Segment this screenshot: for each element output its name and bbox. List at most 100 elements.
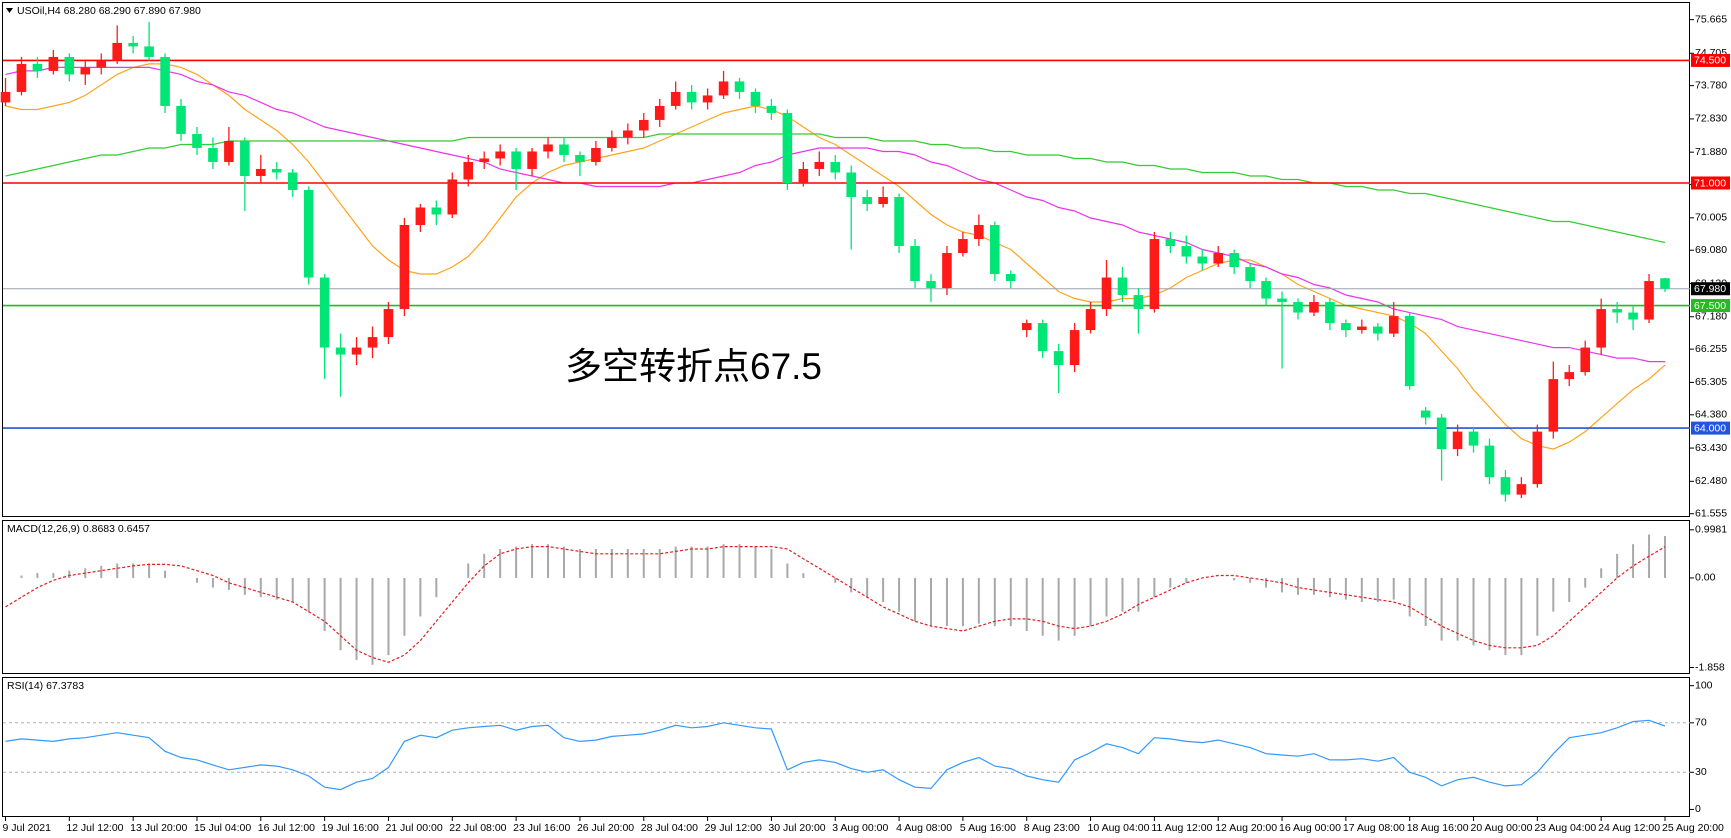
candle-body <box>670 91 681 106</box>
level-tag <box>1691 421 1730 435</box>
x-tick-label: 9 Jul 2021 <box>3 822 52 834</box>
level-tag <box>1691 53 1730 67</box>
candle-body <box>1197 256 1208 264</box>
y-tick-label: 30 <box>1695 766 1707 778</box>
x-tick-label: 3 Aug 00:00 <box>832 822 888 834</box>
candle-body <box>1149 239 1160 310</box>
candle-body <box>431 207 442 215</box>
candle-body <box>112 42 122 61</box>
candle-body <box>894 196 904 247</box>
y-tick-label: -1.858 <box>1695 661 1725 673</box>
candle-body <box>559 144 569 155</box>
candle-body <box>271 168 282 173</box>
candle-body <box>846 172 856 197</box>
candle-body <box>1516 484 1527 495</box>
x-tick-label: 8 Aug 23:00 <box>1024 822 1080 834</box>
candle-body <box>958 239 968 254</box>
candle-body <box>766 105 777 113</box>
x-tick-label: 16 Aug 00:00 <box>1279 822 1341 834</box>
candle-body <box>1165 239 1176 247</box>
candle-body <box>543 144 553 152</box>
annotation: 多空转折点67.5 <box>565 346 822 387</box>
x-tick-label: 26 Jul 20:00 <box>577 822 634 834</box>
x-tick-label: 30 Jul 20:00 <box>768 822 825 834</box>
x-tick-label: 21 Jul 00:00 <box>385 822 442 834</box>
y-tick-label: 62.480 <box>1695 475 1727 487</box>
candle-body <box>303 189 314 278</box>
main-panel <box>2 2 1690 517</box>
y-tick-label: 64.380 <box>1695 409 1727 421</box>
menu-arrow[interactable] <box>6 8 13 13</box>
candle-body <box>910 246 920 282</box>
x-tick-label: 16 Jul 12:00 <box>258 822 315 834</box>
candle-body <box>1644 281 1654 320</box>
candle-body <box>399 225 410 310</box>
y-tick-label: 72.830 <box>1695 113 1727 125</box>
y-tick-label: 0 <box>1695 803 1701 815</box>
x-tick-label: 20 Aug 00:00 <box>1471 822 1533 834</box>
candle-body <box>0 91 11 103</box>
x-tick-label: 19 Jul 16:00 <box>322 822 379 834</box>
y-tick-label: 67.180 <box>1695 311 1727 323</box>
candle-body <box>64 56 75 75</box>
candle-body <box>1628 312 1638 320</box>
candle-body <box>1181 246 1192 257</box>
candle-body <box>862 196 872 204</box>
candle-body <box>607 137 617 148</box>
candle-body <box>974 225 984 240</box>
y-tick-label: 70 <box>1695 717 1707 729</box>
x-tick-label: 5 Aug 16:00 <box>960 822 1016 834</box>
x-tick-label: 29 Jul 12:00 <box>705 822 762 834</box>
y-tick-label: 63.430 <box>1695 442 1727 454</box>
candle-body <box>1596 309 1606 348</box>
current-price-label: 67.980 <box>1694 283 1726 295</box>
candle-body <box>942 253 952 289</box>
y-tick-label: 66.255 <box>1695 343 1727 355</box>
y-tick-label: 61.555 <box>1695 508 1727 520</box>
y-tick-label: 70.005 <box>1695 212 1727 224</box>
moving-average <box>5 133 1666 244</box>
candle-body <box>591 147 601 162</box>
candle-body <box>367 337 378 348</box>
candle-body <box>1053 351 1064 366</box>
candle-body <box>16 63 27 92</box>
candle-body <box>1021 323 1032 331</box>
candle-body <box>1229 253 1239 268</box>
candle-body <box>1325 302 1335 324</box>
rsi-title: RSI(14) 67.3783 <box>7 680 84 692</box>
candle-body <box>1101 277 1112 310</box>
candle-body <box>1005 274 1016 282</box>
x-tick-label: 4 Aug 08:00 <box>896 822 952 834</box>
candle-body <box>479 158 489 162</box>
candle-body <box>1612 309 1622 313</box>
candle-body <box>48 56 59 71</box>
candle-body <box>1037 323 1048 352</box>
candle-body <box>1293 302 1303 313</box>
candle-body <box>1468 431 1479 446</box>
candle-body <box>319 277 330 348</box>
candle-body <box>351 347 362 355</box>
candle-body <box>1452 431 1463 450</box>
y-tick-label: 69.080 <box>1695 244 1727 256</box>
candle-body <box>495 151 505 159</box>
x-tick-label: 24 Aug 12:00 <box>1598 822 1660 834</box>
candle-body <box>638 119 649 131</box>
candle-body <box>1420 410 1431 418</box>
level-label: 64.000 <box>1694 422 1726 434</box>
x-tick-label: 23 Jul 16:00 <box>513 822 570 834</box>
y-tick-label: 0.9981 <box>1695 524 1727 536</box>
candle-body <box>287 172 298 190</box>
y-tick-label: 71.880 <box>1695 146 1727 158</box>
candle-body <box>32 63 43 71</box>
x-tick-label: 28 Jul 04:00 <box>641 822 698 834</box>
candle-body <box>1069 330 1080 366</box>
candle-body <box>383 309 394 338</box>
macd-title: MACD(12,26,9) 0.8683 0.6457 <box>7 523 150 535</box>
candle-body <box>144 46 154 57</box>
x-tick-label: 11 Aug 12:00 <box>1151 822 1212 834</box>
candle-body <box>1532 431 1543 485</box>
candle-body <box>575 154 585 162</box>
x-tick-label: 23 Aug 04:00 <box>1534 822 1596 834</box>
candle-body <box>798 168 809 183</box>
